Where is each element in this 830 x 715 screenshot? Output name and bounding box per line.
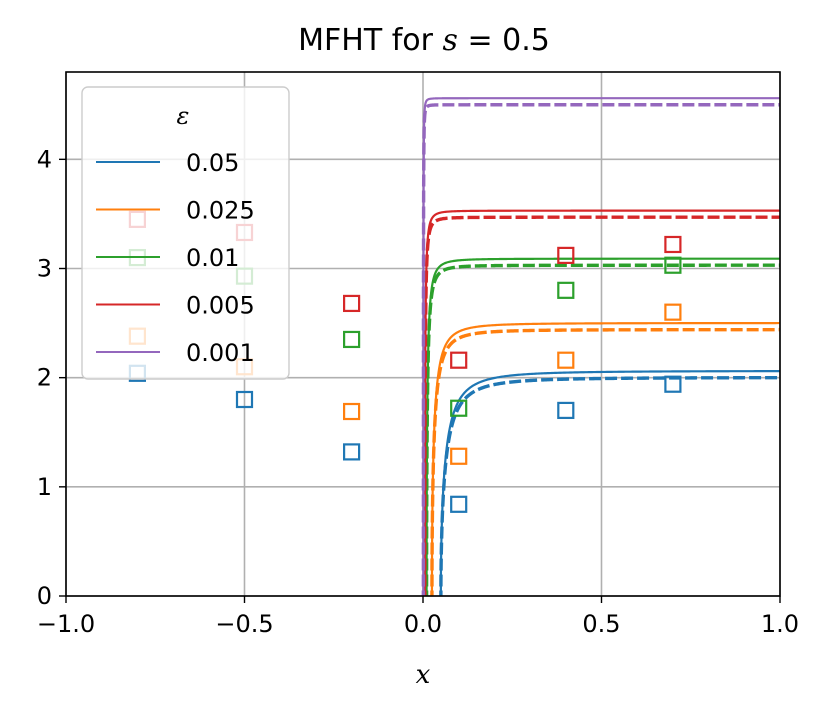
y-tick-label: 2: [37, 364, 52, 392]
y-tick-label: 4: [37, 145, 52, 173]
y-tick-label: 3: [37, 255, 52, 283]
chart-title-prefix: MFHT for: [298, 23, 442, 58]
x-tick-label: −0.5: [215, 610, 273, 638]
series-marker: [450, 351, 468, 369]
series-line: [439, 370, 780, 596]
chart-title: MFHT for s = 0.5: [298, 23, 550, 58]
series-marker: [664, 375, 682, 393]
series-line: [422, 97, 780, 596]
series-dashed-line: [421, 103, 780, 596]
series-marker: [664, 256, 682, 274]
legend: ε 0.05 0.025 0.01 0.005 0.001: [81, 86, 290, 380]
series-dashed-line: [423, 215, 780, 596]
legend-label: 0.005: [186, 292, 255, 320]
legend-label: 0.01: [186, 244, 239, 272]
series-line: [425, 257, 780, 596]
x-tick-label: 0.5: [582, 610, 620, 638]
y-tick-label: 1: [37, 473, 52, 501]
series-marker: [450, 447, 468, 465]
x-tick-label: 1.0: [761, 610, 799, 638]
series-marker: [557, 351, 575, 369]
series-marker: [450, 399, 468, 417]
series-dashed-line: [430, 327, 780, 596]
legend-box: [81, 86, 290, 380]
series-0.001: [421, 97, 780, 596]
x-axis-label: x: [416, 660, 431, 690]
chart-title-eq: = 0.5: [458, 23, 550, 58]
axis-ticks: −1.0 −0.5 0.0 0.5 1.0 0 1 2 3 4: [37, 145, 799, 638]
chart-title-var: s: [443, 23, 458, 58]
legend-label: 0.001: [186, 339, 255, 367]
series-marker: [343, 402, 361, 421]
series-marker: [343, 330, 361, 349]
x-tick-label: 0.0: [404, 610, 442, 638]
series-marker: [664, 303, 682, 321]
series-marker: [557, 401, 575, 420]
series-marker: [664, 235, 682, 254]
series-line: [423, 209, 780, 596]
series-marker: [343, 443, 361, 461]
legend-title: ε: [177, 102, 190, 130]
legend-label: 0.05: [186, 149, 239, 177]
x-tick-label: −1.0: [37, 610, 95, 638]
series-line: [430, 321, 780, 596]
series-dashed-line: [439, 375, 780, 596]
series-marker: [235, 390, 254, 409]
series-0.05: [128, 364, 780, 596]
series-marker: [557, 281, 575, 299]
series-marker: [450, 495, 468, 513]
series-dashed-line: [424, 263, 780, 596]
y-tick-label: 0: [37, 582, 52, 610]
series-marker: [557, 246, 575, 264]
legend-entries: 0.05 0.025 0.01 0.005 0.001: [96, 149, 255, 367]
legend-label: 0.025: [186, 197, 255, 225]
series-marker: [343, 294, 361, 313]
